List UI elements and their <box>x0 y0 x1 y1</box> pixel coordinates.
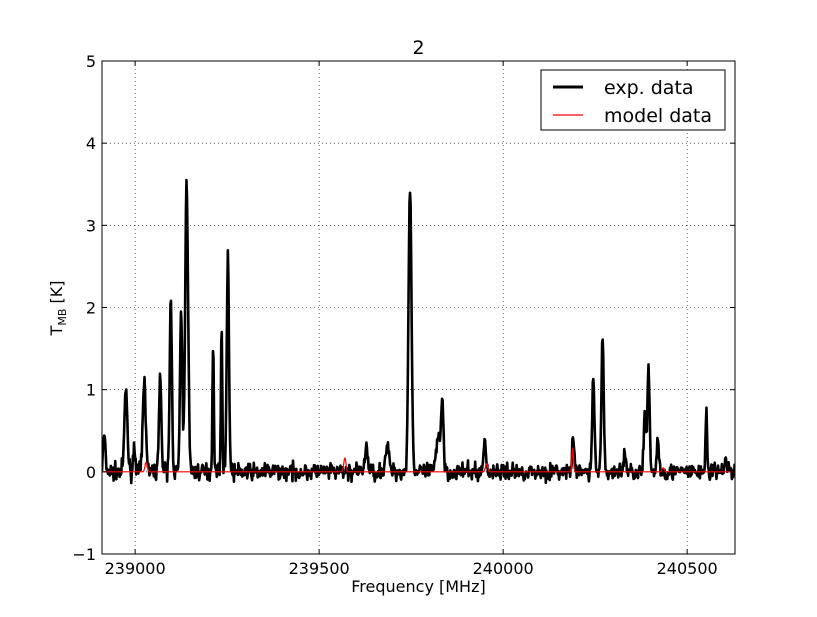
series-layer <box>102 178 735 485</box>
legend-label-model-data: model data <box>604 105 712 127</box>
x-tick-label: 240000 <box>473 559 534 578</box>
legend-box <box>540 69 726 131</box>
series-line-model-data <box>102 447 735 473</box>
y-axis-label: TMB [K] <box>47 281 69 337</box>
ticks: 239000 239500 240000 240500 −1 0 1 2 3 4 5 <box>72 52 735 578</box>
y-axis-label-subscript: MB <box>56 309 69 326</box>
y-tick-label: −1 <box>72 545 96 564</box>
y-axis-label-unit: [K] <box>47 281 66 304</box>
y-tick-label: 4 <box>86 134 96 153</box>
x-tick-label: 239000 <box>105 559 166 578</box>
y-axis-label-symbol: T <box>47 325 66 336</box>
x-tick-label: 239500 <box>289 559 350 578</box>
y-tick-label: 0 <box>86 463 96 482</box>
x-axis-label: Frequency [MHz] <box>351 577 485 596</box>
y-tick-label: 2 <box>86 299 96 318</box>
legend: exp. data model data <box>540 69 726 131</box>
chart-title: 2 <box>412 37 424 59</box>
y-tick-label: 1 <box>86 381 96 400</box>
y-tick-label: 3 <box>86 216 96 235</box>
y-tick-label: 5 <box>86 52 96 71</box>
legend-label-exp-data: exp. data <box>604 77 694 99</box>
x-tick-label: 240500 <box>657 559 718 578</box>
